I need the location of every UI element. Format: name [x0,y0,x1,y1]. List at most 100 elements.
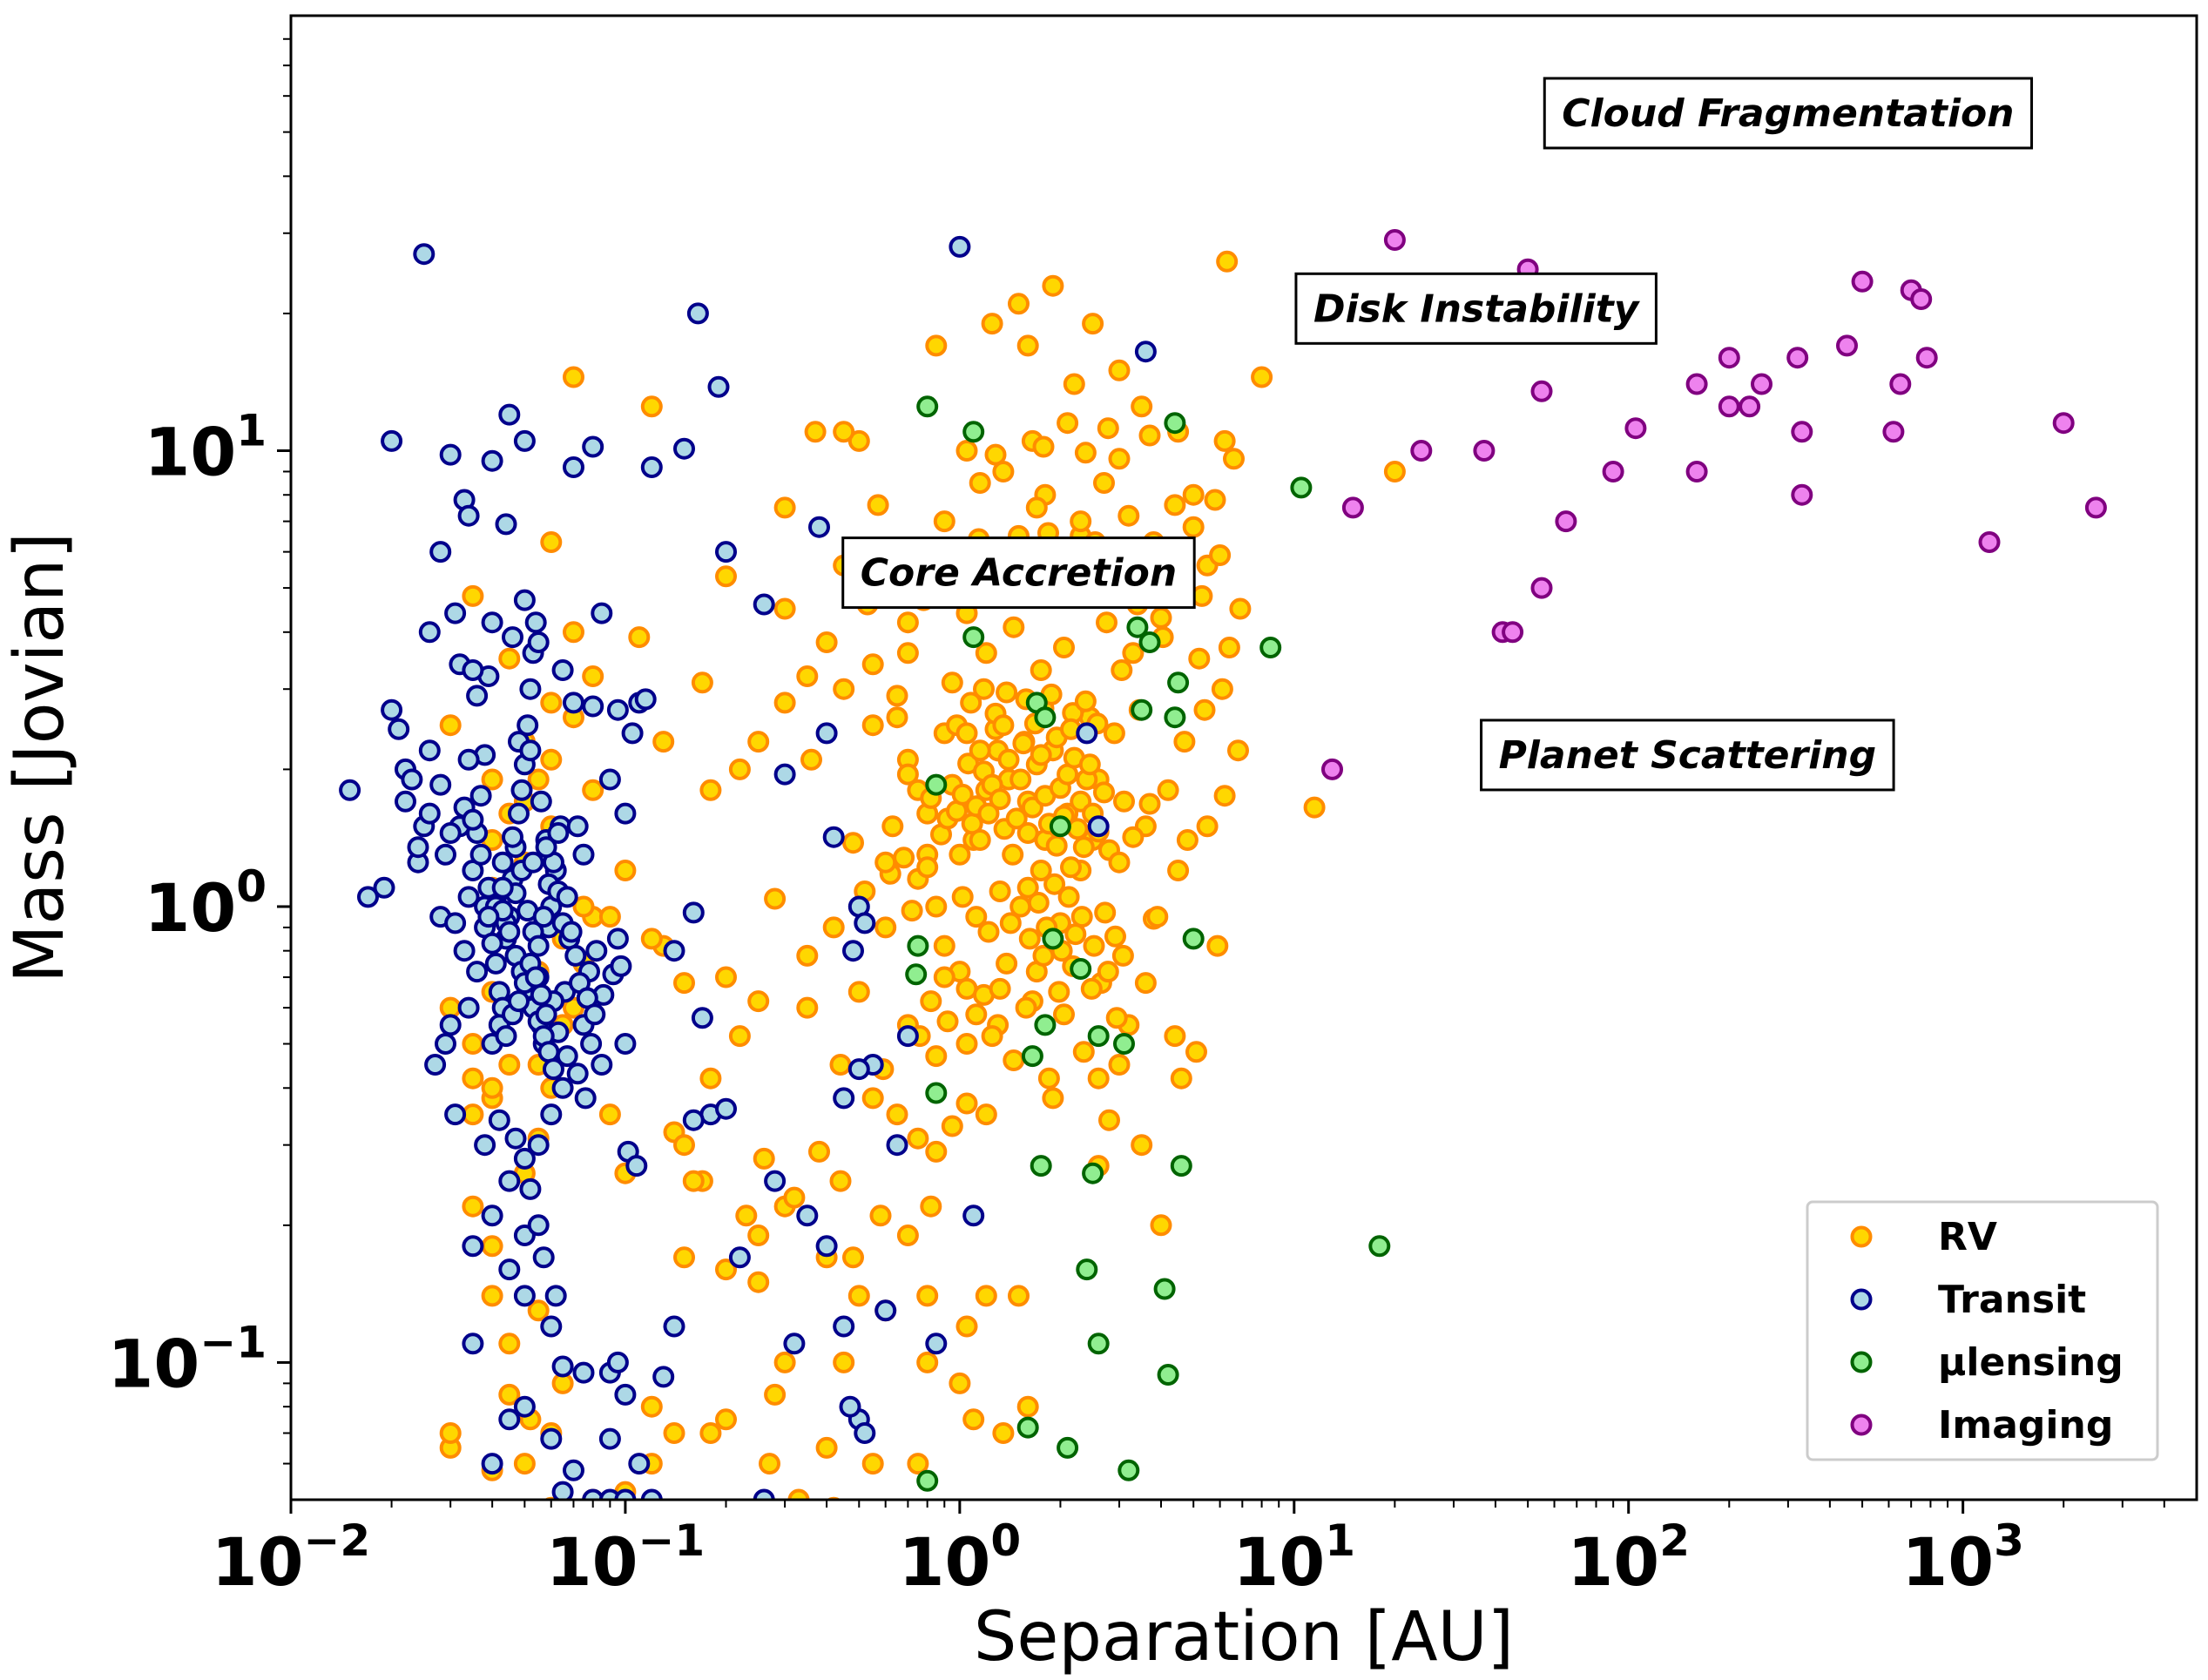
transit-point [513,1147,536,1170]
rv-point [969,829,991,851]
microlensing-point [1131,698,1153,721]
rv-point [829,1054,852,1076]
rv-point [1053,637,1075,658]
transit-point [582,1488,604,1500]
transit-point [753,1488,775,1500]
series-microlensing [905,395,1391,1492]
rv-point [747,1225,770,1246]
transit-point [527,934,550,957]
transit-point [481,449,503,472]
imaging-point [1473,440,1496,462]
rv-point [969,472,991,494]
rv-point [796,665,819,687]
rv-point [886,706,908,729]
transit-point [537,1041,560,1063]
transit-point [429,541,452,563]
imaging-point [1685,461,1708,482]
rv-point [808,1140,830,1163]
transit-point [808,516,830,538]
rv-point [682,1170,705,1192]
transit-point [457,886,480,908]
rv-point [842,832,864,854]
transit-point [495,1025,517,1048]
rv-point [1185,1041,1207,1063]
rv-point [833,1351,855,1373]
rv-point [462,1033,484,1055]
transit-point [373,876,395,899]
rv-point [1045,834,1068,857]
rv-point [787,1488,810,1500]
microlensing-point [962,421,985,443]
imaging-point [1502,621,1524,644]
rv-point [439,714,462,737]
microlensing-point [907,934,929,957]
transit-point [566,1063,589,1085]
y-tick-label: 100 [144,861,267,947]
rv-point [747,990,770,1013]
rv-point [965,1003,988,1026]
rv-point [1027,892,1050,914]
rv-point [1057,412,1079,435]
rv-point [1098,1109,1120,1131]
rv-point [1227,739,1249,762]
transit-point [551,1481,574,1500]
transit-point [524,611,547,634]
transit-point [628,1453,651,1475]
transit-point [418,802,441,825]
y-tick-label: 101 [144,406,267,491]
transit-point [1076,722,1098,745]
imaging-point [1751,373,1772,395]
rv-point [527,1299,550,1322]
rv-point [498,1333,521,1355]
imaging-point [1530,577,1553,599]
rv-point [925,1045,948,1068]
transit-point [854,912,876,934]
rv-point [1087,1067,1110,1090]
transit-point [519,1177,542,1200]
transit-point [606,928,629,950]
transit-point [663,940,685,962]
transit-point [606,698,629,721]
transit-point [634,688,657,711]
rv-point [1229,597,1252,620]
transit-point [949,235,971,258]
rv-point [614,860,637,881]
rv-point [498,1054,521,1076]
rv-point [1103,722,1125,745]
rv-point [881,815,904,838]
rv-point [901,900,923,922]
rv-point [996,952,1018,975]
imaging-point [1341,496,1364,519]
rv-point [481,1285,503,1307]
legend-marker [1850,1351,1873,1373]
imaging-point [1836,334,1858,357]
rv-point [1082,313,1104,335]
transit-point [513,589,536,611]
transit-point [435,1033,456,1055]
rv-point [598,906,621,928]
imaging-point [1791,421,1813,443]
transit-point [462,1235,484,1258]
transit-point [519,678,542,700]
rv-point [1072,1041,1095,1063]
series-imaging [1321,229,2107,780]
imaging-point [1791,483,1813,506]
imaging-point [1889,373,1912,395]
transit-point [504,1127,527,1150]
rv-point [997,748,1020,771]
transit-point [1087,815,1110,838]
imaging-point [1739,395,1761,418]
rv-point [582,665,604,687]
transit-point [498,1170,521,1192]
annotation-text: Planet Scattering [1499,733,1877,778]
transit-point [535,1003,557,1026]
rv-point [949,1372,971,1394]
rv-point [1072,836,1095,859]
transit-point [462,1333,484,1355]
rv-point [1170,1067,1192,1090]
annotation-layer: Cloud Fragmentation Disk Instability Core … [841,77,2034,792]
transit-point [563,692,584,714]
transit-point [886,1134,908,1157]
rv-point [1032,944,1055,967]
rv-point [1182,483,1205,506]
